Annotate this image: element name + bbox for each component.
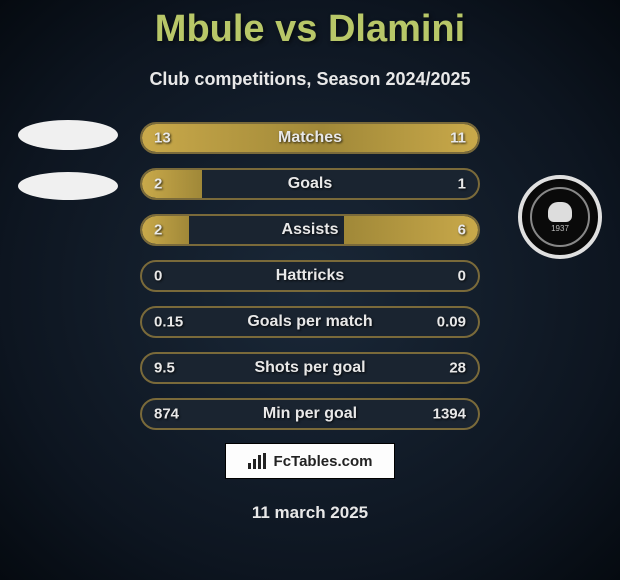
stat-value-left: 2 bbox=[154, 176, 162, 193]
stats-container: 13 Matches 11 2 Goals 1 2 Assists 6 0 Hattricks 0 0.… bbox=[140, 122, 480, 430]
stat-row: 2 Goals 1 bbox=[140, 168, 480, 200]
stat-value-right: 6 bbox=[458, 222, 466, 239]
page-subtitle: Club competitions, Season 2024/2025 bbox=[0, 69, 620, 90]
stat-row: 874 Min per goal 1394 bbox=[140, 398, 480, 430]
page-title: Mbule vs Dlamini bbox=[0, 0, 620, 51]
stat-value-left: 874 bbox=[154, 406, 179, 423]
stat-row: 0 Hattricks 0 bbox=[140, 260, 480, 292]
brand-logo[interactable]: FcTables.com bbox=[225, 443, 395, 479]
stat-value-right: 1 bbox=[458, 176, 466, 193]
stat-label: Goals per match bbox=[247, 313, 372, 331]
stat-value-left: 2 bbox=[154, 222, 162, 239]
stat-value-right: 11 bbox=[450, 130, 466, 147]
stat-label: Min per goal bbox=[263, 405, 357, 423]
stat-label: Hattricks bbox=[276, 267, 344, 285]
stat-row: 13 Matches 11 bbox=[140, 122, 480, 154]
skull-icon bbox=[548, 202, 572, 222]
stat-value-right: 0.09 bbox=[437, 314, 466, 331]
stat-label: Goals bbox=[288, 175, 332, 193]
stat-value-left: 9.5 bbox=[154, 360, 175, 377]
stat-value-left: 0 bbox=[154, 268, 162, 285]
player-right-crest: 1937 bbox=[518, 175, 602, 259]
brand-text: FcTables.com bbox=[274, 453, 373, 470]
ellipse-shape bbox=[18, 172, 118, 200]
stat-fill-left bbox=[142, 216, 189, 244]
stat-label: Shots per goal bbox=[254, 359, 365, 377]
stat-row: 9.5 Shots per goal 28 bbox=[140, 352, 480, 384]
stat-label: Matches bbox=[278, 129, 342, 147]
player-left-graphic bbox=[18, 120, 118, 200]
stat-value-left: 13 bbox=[154, 130, 171, 147]
ellipse-shape bbox=[18, 120, 118, 150]
footer-date: 11 march 2025 bbox=[252, 503, 368, 523]
crest-year: 1937 bbox=[551, 224, 569, 233]
stat-value-right: 0 bbox=[458, 268, 466, 285]
stat-row: 0.15 Goals per match 0.09 bbox=[140, 306, 480, 338]
stat-value-left: 0.15 bbox=[154, 314, 183, 331]
stat-label: Assists bbox=[282, 221, 339, 239]
chart-icon bbox=[248, 453, 268, 469]
stat-fill-left bbox=[142, 170, 202, 198]
stat-value-right: 1394 bbox=[433, 406, 466, 423]
stat-row: 2 Assists 6 bbox=[140, 214, 480, 246]
club-crest-icon: 1937 bbox=[518, 175, 602, 259]
stat-value-right: 28 bbox=[449, 360, 466, 377]
